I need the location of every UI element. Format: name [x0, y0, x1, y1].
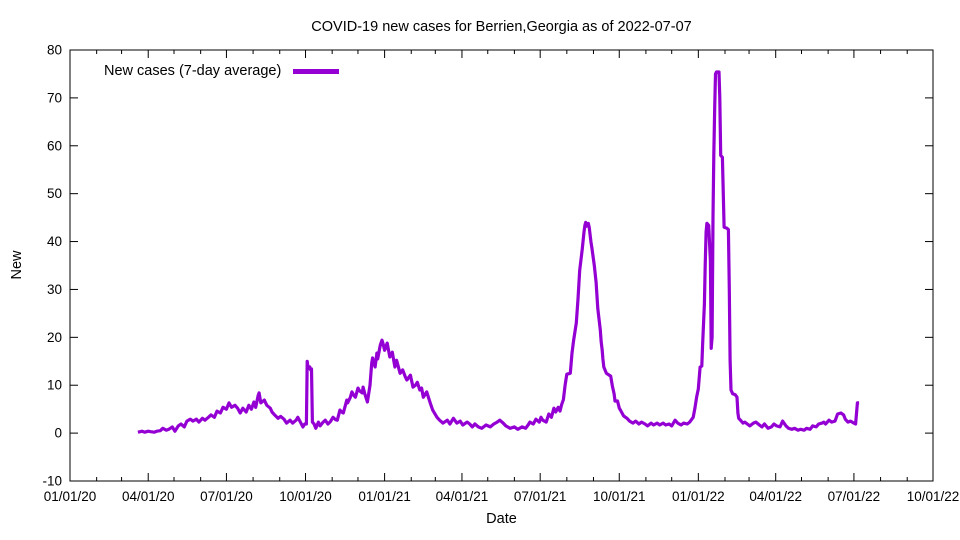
- svg-text:80: 80: [47, 43, 62, 58]
- svg-text:07/01/21: 07/01/21: [514, 489, 567, 504]
- x-axis-label: Date: [486, 511, 517, 527]
- legend-label: New cases (7-day average): [104, 63, 282, 79]
- svg-text:07/01/20: 07/01/20: [200, 489, 253, 504]
- svg-text:70: 70: [47, 90, 62, 105]
- svg-text:10/01/22: 10/01/22: [907, 489, 960, 504]
- svg-text:50: 50: [47, 186, 62, 201]
- svg-text:20: 20: [47, 330, 62, 345]
- svg-text:04/01/22: 04/01/22: [749, 489, 802, 504]
- chart-title: COVID-19 new cases for Berrien,Georgia a…: [311, 19, 692, 35]
- svg-text:10/01/20: 10/01/20: [279, 489, 332, 504]
- svg-text:04/01/20: 04/01/20: [122, 489, 175, 504]
- svg-text:30: 30: [47, 282, 62, 297]
- svg-text:01/01/20: 01/01/20: [44, 489, 97, 504]
- svg-text:0: 0: [54, 426, 62, 441]
- svg-text:10/01/21: 10/01/21: [593, 489, 646, 504]
- y-axis-label: New: [9, 250, 25, 280]
- legend: New cases (7-day average): [104, 62, 340, 80]
- svg-text:07/01/22: 07/01/22: [828, 489, 881, 504]
- svg-text:60: 60: [47, 138, 62, 153]
- svg-text:40: 40: [47, 234, 62, 249]
- legend-swatch: [293, 68, 340, 74]
- svg-text:01/01/21: 01/01/21: [358, 489, 411, 504]
- svg-text:10: 10: [47, 378, 62, 393]
- svg-text:-10: -10: [42, 474, 62, 489]
- svg-text:01/01/22: 01/01/22: [672, 489, 725, 504]
- svg-text:04/01/21: 04/01/21: [436, 489, 489, 504]
